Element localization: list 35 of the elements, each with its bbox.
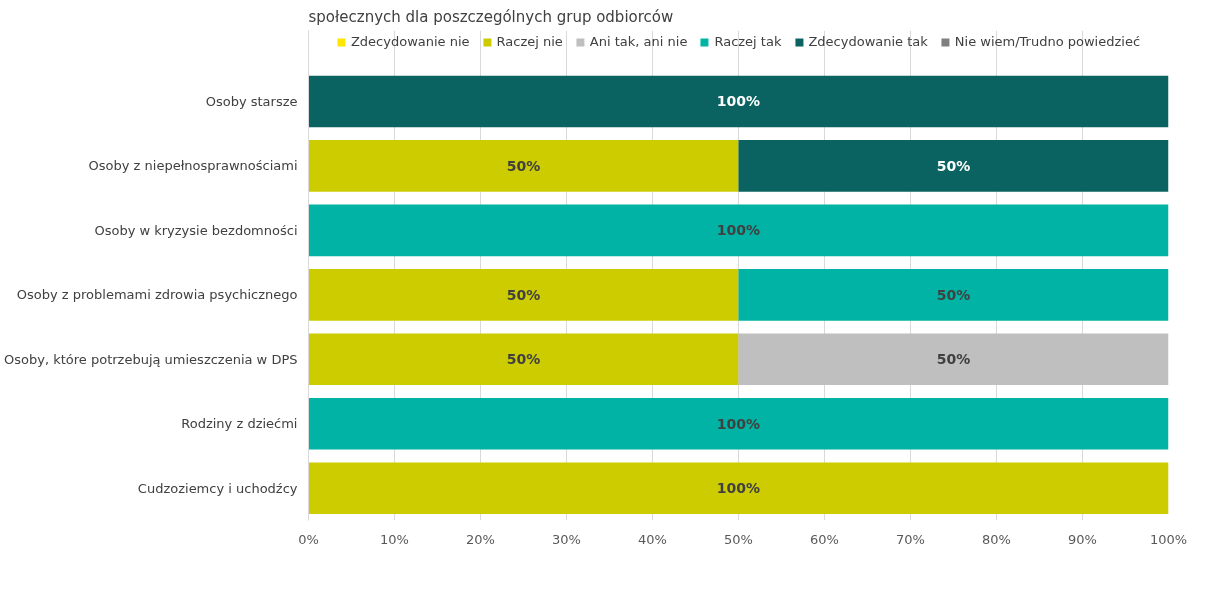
data-label: 50% xyxy=(936,157,971,174)
y-tick-label: Osoby z niepełnosprawnościami xyxy=(88,158,298,174)
y-tick-label: Cudzoziemcy i uchodźcy xyxy=(137,480,298,496)
y-tick-label: Osoby w kryzysie bezdomności xyxy=(94,222,298,238)
x-tick-label: 50% xyxy=(724,531,753,547)
data-label: 100% xyxy=(716,93,761,110)
legend-label: Raczej nie xyxy=(496,34,563,49)
x-tick-label: 0% xyxy=(298,531,319,547)
data-label: 50% xyxy=(506,351,541,368)
x-tick-label: 70% xyxy=(896,531,925,547)
x-tick-label: 30% xyxy=(552,531,581,547)
x-tick-label: 10% xyxy=(380,531,409,547)
data-label: 50% xyxy=(936,286,971,303)
y-tick-label: Osoby starsze xyxy=(205,93,298,109)
legend-label: Nie wiem/Trudno powiedzieć xyxy=(954,34,1141,49)
x-tick-label: 60% xyxy=(810,531,839,547)
x-tick-label: 80% xyxy=(982,531,1011,547)
data-label: 50% xyxy=(506,157,541,174)
y-tick-label: Rodziny z dziećmi xyxy=(181,416,298,432)
y-tick-label: Osoby, które potrzebują umieszczenia w DPS xyxy=(4,351,298,367)
data-label: 100% xyxy=(716,415,761,432)
chart-title: społecznych dla poszczególnych grup odbiorców xyxy=(308,7,674,26)
x-tick-label: 100% xyxy=(1149,531,1188,547)
x-tick-label: 90% xyxy=(1068,531,1097,547)
x-tick-label: 20% xyxy=(466,531,495,547)
legend-label: Raczej tak xyxy=(714,34,782,49)
legend-label: Ani tak, ani nie xyxy=(589,34,688,49)
data-label: 100% xyxy=(716,480,761,497)
legend-label: Zdecydowanie nie xyxy=(350,34,470,49)
x-tick-label: 40% xyxy=(638,531,667,547)
data-label: 100% xyxy=(716,222,761,239)
data-label: 50% xyxy=(936,351,971,368)
y-tick-label: Osoby z problemami zdrowia psychicznego xyxy=(16,287,298,303)
legend-label: Zdecydowanie tak xyxy=(808,34,928,49)
data-label: 50% xyxy=(506,286,541,303)
